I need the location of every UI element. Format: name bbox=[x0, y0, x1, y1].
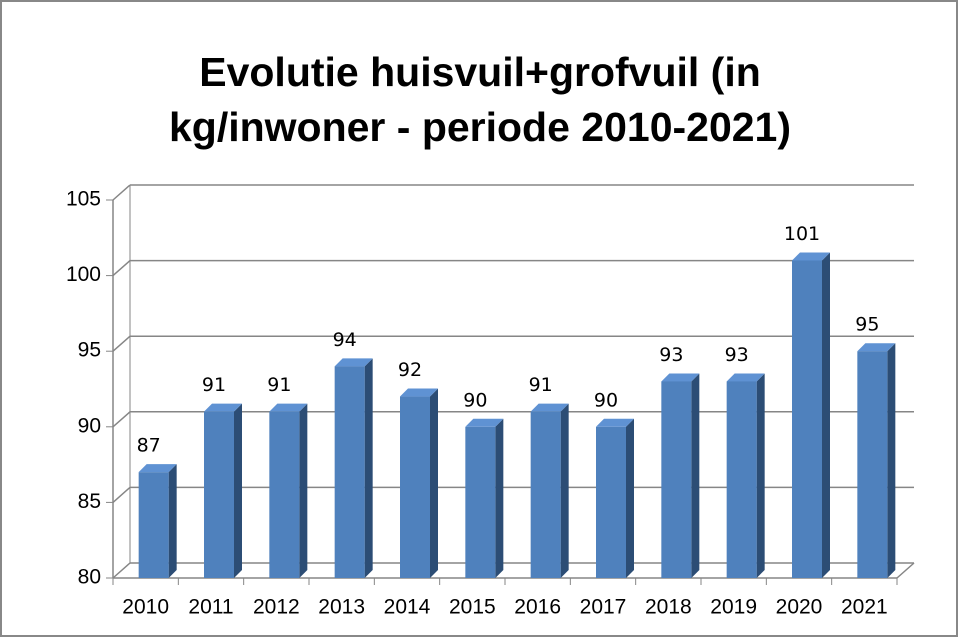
value-label: 90 bbox=[463, 389, 487, 411]
x-tick-label: 2016 bbox=[514, 596, 561, 619]
chart-title: Evolutie huisvuil+grofvuil (in bbox=[199, 49, 761, 95]
bar bbox=[792, 260, 822, 578]
floor-edge bbox=[896, 562, 915, 579]
bar bbox=[596, 426, 626, 578]
x-tick-label: 2013 bbox=[318, 596, 365, 619]
bar-top bbox=[596, 418, 634, 427]
y-tick-label: 90 bbox=[78, 414, 101, 437]
x-tick-label: 2011 bbox=[188, 596, 233, 619]
bar-top bbox=[334, 358, 373, 367]
bar bbox=[857, 351, 888, 578]
bar bbox=[269, 411, 300, 578]
bar-side bbox=[560, 403, 569, 578]
bar-top bbox=[138, 464, 177, 473]
chart-title: kg/inwoner - periode 2010-2021) bbox=[169, 104, 791, 150]
bar-top bbox=[204, 403, 242, 412]
bar-side bbox=[168, 464, 177, 578]
x-tick-label: 2010 bbox=[122, 596, 169, 619]
bar bbox=[138, 472, 169, 578]
y-tick-label: 100 bbox=[66, 263, 101, 286]
x-tick-label: 2012 bbox=[253, 596, 300, 619]
bar-top bbox=[269, 403, 308, 412]
bar-top bbox=[726, 373, 765, 382]
value-label: 93 bbox=[725, 344, 749, 366]
y-tick-label: 80 bbox=[78, 566, 101, 589]
x-tick-label: 2014 bbox=[384, 596, 431, 619]
x-tick-label: 2021 bbox=[841, 596, 888, 619]
value-label: 91 bbox=[267, 374, 291, 396]
value-label: 101 bbox=[784, 223, 820, 245]
grid-line bbox=[112, 335, 131, 352]
x-tick-label: 2015 bbox=[449, 596, 496, 619]
value-label: 90 bbox=[594, 389, 618, 411]
bar-side bbox=[234, 403, 242, 578]
y-tick-label: 85 bbox=[78, 490, 101, 513]
y-tick-label: 95 bbox=[78, 339, 101, 362]
grid-line bbox=[112, 562, 131, 579]
bar-side bbox=[299, 403, 308, 578]
value-label: 93 bbox=[659, 344, 683, 366]
bar-side bbox=[691, 373, 700, 578]
bar-side bbox=[887, 343, 896, 578]
bar bbox=[661, 381, 692, 578]
bar-top bbox=[792, 252, 830, 261]
grid-line bbox=[112, 411, 131, 428]
bar-side bbox=[822, 252, 830, 579]
value-label: 95 bbox=[855, 314, 879, 336]
bar-side bbox=[756, 373, 765, 578]
value-label: 92 bbox=[398, 359, 422, 381]
x-tick-label: 2017 bbox=[580, 596, 627, 619]
x-tick-label: 2019 bbox=[710, 596, 757, 619]
bar bbox=[726, 381, 757, 578]
value-label: 94 bbox=[333, 329, 357, 351]
value-label: 91 bbox=[529, 374, 553, 396]
value-label: 87 bbox=[137, 435, 161, 457]
bar bbox=[465, 426, 496, 578]
grid-line bbox=[112, 260, 131, 277]
value-label: 91 bbox=[202, 374, 226, 396]
bar-side bbox=[364, 358, 373, 578]
bar-side bbox=[626, 418, 634, 578]
bar bbox=[204, 411, 234, 578]
x-tick-label: 2020 bbox=[776, 596, 823, 619]
bar-top bbox=[530, 403, 569, 412]
bar-side bbox=[495, 418, 504, 578]
grid-line bbox=[112, 486, 131, 503]
grid-line bbox=[112, 184, 131, 201]
x-tick-label: 2018 bbox=[645, 596, 692, 619]
bar bbox=[334, 366, 365, 578]
bar-top bbox=[857, 343, 896, 352]
y-tick-label: 105 bbox=[66, 188, 101, 211]
bar-top bbox=[400, 388, 438, 397]
bar-side bbox=[430, 388, 438, 578]
bar-top bbox=[465, 418, 504, 427]
bar bbox=[400, 396, 430, 578]
bar-top bbox=[661, 373, 700, 382]
bar bbox=[530, 411, 561, 578]
